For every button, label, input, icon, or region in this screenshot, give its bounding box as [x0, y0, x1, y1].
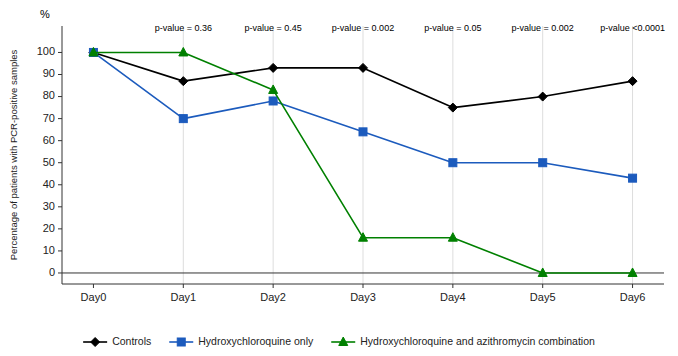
- y-axis-label: Percentage of patients with PCR-positive…: [8, 49, 19, 260]
- p-value-annotation: p-value = 0.05: [424, 23, 481, 33]
- point: [89, 48, 97, 56]
- y-axis-line: [62, 26, 63, 284]
- point: [359, 63, 368, 72]
- x-tick-label: Day4: [440, 291, 466, 303]
- legend-label: Hydroxychloroquine only: [198, 335, 314, 347]
- y-tick-label: 100: [37, 45, 55, 57]
- y-tick: [58, 52, 62, 53]
- point: [269, 97, 277, 105]
- y-tick-label: 0: [49, 266, 55, 278]
- y-tick: [58, 74, 62, 75]
- p-value-annotation: p-value = 0.002: [332, 23, 394, 33]
- point: [269, 63, 278, 72]
- y-tick: [58, 162, 62, 163]
- series-line: [93, 52, 632, 107]
- grid-line: [452, 26, 453, 284]
- plot-area: [89, 47, 637, 276]
- legend: Controls Hydroxychloroquine only Hydroxych…: [83, 335, 595, 347]
- p-value-annotation: p-value = 0.002: [512, 23, 574, 33]
- legend-item: Controls: [83, 335, 151, 347]
- point: [269, 85, 278, 94]
- p-value-annotation: p-value = 0.45: [245, 23, 302, 33]
- grid-line: [542, 26, 543, 284]
- p-value-annotation: p-value <0.0001: [600, 23, 665, 33]
- x-tick-label: Day1: [170, 291, 196, 303]
- x-tick: [93, 284, 94, 288]
- y-tick-label: 80: [43, 89, 55, 101]
- legend-marker: [91, 338, 100, 347]
- y-tick-label: 50: [43, 156, 55, 168]
- series-line: [93, 52, 632, 273]
- point: [629, 174, 637, 182]
- y-tick-label: 60: [43, 134, 55, 146]
- y-tick: [58, 272, 62, 273]
- y-tick: [58, 118, 62, 119]
- grid-line: [183, 26, 184, 284]
- x-tick-label: Day6: [620, 291, 646, 303]
- legend-item: Hydroxychloroquine only: [169, 335, 314, 347]
- point: [628, 268, 637, 277]
- point: [628, 77, 637, 86]
- x-tick: [542, 284, 543, 288]
- legend-label: Controls: [112, 335, 151, 347]
- x-tick-label: Day5: [530, 291, 556, 303]
- legend-item: Hydroxychloroquine and azithromycin comb…: [331, 335, 595, 347]
- x-tick-label: Day0: [81, 291, 107, 303]
- legend-marker: [177, 338, 185, 346]
- series-line: [93, 52, 632, 178]
- x-tick-label: Day3: [350, 291, 376, 303]
- point: [538, 92, 547, 101]
- y-tick: [58, 140, 62, 141]
- p-value-annotation: p-value = 0.36: [155, 23, 212, 33]
- y-tick: [58, 250, 62, 251]
- x-tick-label: Day2: [260, 291, 286, 303]
- x-tick: [363, 284, 364, 288]
- y-tick-label: 90: [43, 67, 55, 79]
- grid-line: [632, 26, 633, 284]
- y-tick: [58, 206, 62, 207]
- point: [89, 48, 98, 57]
- x-tick: [273, 284, 274, 288]
- point: [448, 233, 457, 242]
- point: [538, 268, 547, 277]
- y-tick: [58, 228, 62, 229]
- chart: 0 10 20 30 40 50 60 70 80 90 100 Day0 Day1 Day2 Day3 Da…: [0, 0, 678, 356]
- y-tick-label: 40: [43, 178, 55, 190]
- y-tick: [58, 96, 62, 97]
- y-tick: [58, 184, 62, 185]
- point: [448, 103, 457, 112]
- point: [449, 159, 457, 167]
- y-tick-label: 10: [43, 244, 55, 256]
- point: [179, 77, 188, 86]
- point: [179, 115, 187, 123]
- y-tick-label: 70: [43, 112, 55, 124]
- point: [179, 47, 188, 56]
- point: [539, 159, 547, 167]
- legend-label: Hydroxychloroquine and azithromycin comb…: [360, 335, 595, 347]
- y-tick-label: 30: [43, 200, 55, 212]
- unit-annotation: %: [40, 8, 50, 20]
- point: [89, 47, 98, 56]
- point: [359, 233, 368, 242]
- grid: [183, 26, 632, 284]
- legend-marker: [339, 337, 348, 346]
- x-tick: [183, 284, 184, 288]
- y-tick-label: 20: [43, 222, 55, 234]
- x-tick: [632, 284, 633, 288]
- x-tick: [452, 284, 453, 288]
- point: [359, 128, 367, 136]
